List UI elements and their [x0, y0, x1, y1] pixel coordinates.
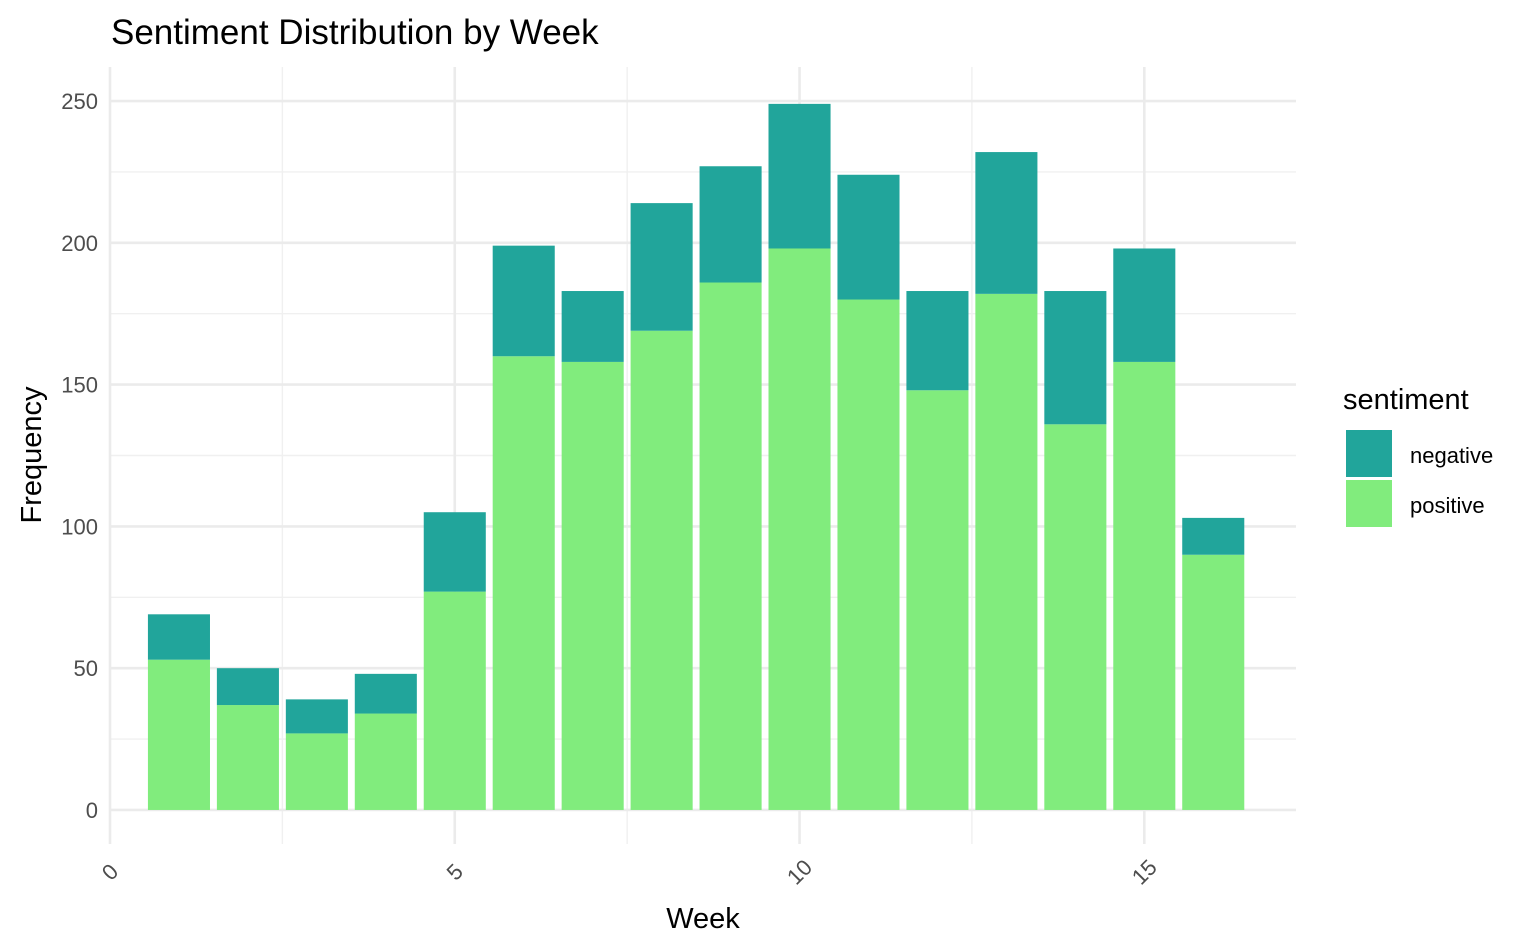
y-tick-label: 0: [86, 798, 98, 823]
bar-negative-week-5: [423, 512, 486, 592]
bar-negative-week-12: [906, 291, 969, 391]
bar-negative-week-8: [630, 203, 693, 331]
bar-positive-week-5: [423, 591, 486, 810]
bar-positive-week-9: [699, 282, 762, 810]
bar-negative-week-1: [147, 614, 210, 660]
legend-title: sentiment: [1343, 384, 1469, 416]
bar-positive-week-13: [975, 293, 1038, 810]
bar-positive-week-8: [630, 330, 693, 810]
bar-positive-week-14: [1044, 424, 1107, 810]
legend-key-positive: [1346, 480, 1392, 527]
bar-negative-week-3: [285, 699, 348, 734]
bar-positive-week-15: [1113, 361, 1176, 810]
x-tick-label: 10: [782, 855, 817, 890]
bar-positive-week-10: [768, 248, 831, 810]
bars-layer: [147, 103, 1245, 810]
y-axis-ticks: 0 50 100 150 200 250: [61, 89, 98, 823]
bar-negative-week-15: [1113, 248, 1176, 362]
bar-negative-week-4: [354, 673, 417, 714]
bar-positive-week-12: [906, 390, 969, 810]
bar-negative-week-7: [561, 291, 624, 362]
bar-negative-week-9: [699, 166, 762, 283]
bar-negative-week-2: [216, 668, 279, 706]
bar-positive-week-7: [561, 361, 624, 810]
y-tick-label: 50: [74, 656, 98, 681]
bar-positive-week-11: [837, 299, 900, 810]
bar-negative-week-10: [768, 103, 831, 249]
bar-negative-week-14: [1044, 291, 1107, 425]
legend-items: negative positive: [1346, 430, 1493, 527]
legend-label-positive: positive: [1410, 493, 1485, 518]
bar-positive-week-6: [492, 356, 555, 810]
bar-positive-week-2: [216, 705, 279, 810]
y-tick-label: 250: [61, 89, 98, 114]
bar-positive-week-4: [354, 713, 417, 810]
x-axis-ticks: 0 5 10 15: [97, 855, 1162, 890]
bar-positive-week-3: [285, 733, 348, 810]
y-tick-label: 200: [61, 231, 98, 256]
bar-negative-week-6: [492, 245, 555, 357]
legend-key-negative: [1346, 430, 1392, 477]
y-axis-title: Frequency: [16, 386, 48, 524]
x-tick-label: 5: [442, 859, 468, 885]
bar-negative-week-13: [975, 152, 1038, 294]
bar-positive-week-1: [147, 659, 210, 810]
x-tick-label: 15: [1127, 855, 1162, 890]
bar-negative-week-11: [837, 174, 900, 300]
x-axis-title: Week: [666, 903, 740, 935]
y-tick-label: 100: [61, 514, 98, 539]
y-tick-label: 150: [61, 373, 98, 398]
bar-negative-week-16: [1182, 517, 1245, 555]
legend: sentiment negative positive: [1343, 384, 1493, 527]
x-tick-label: 0: [97, 859, 123, 885]
legend-label-negative: negative: [1410, 443, 1493, 468]
chart-title: Sentiment Distribution by Week: [111, 13, 599, 52]
bar-positive-week-16: [1182, 554, 1245, 810]
